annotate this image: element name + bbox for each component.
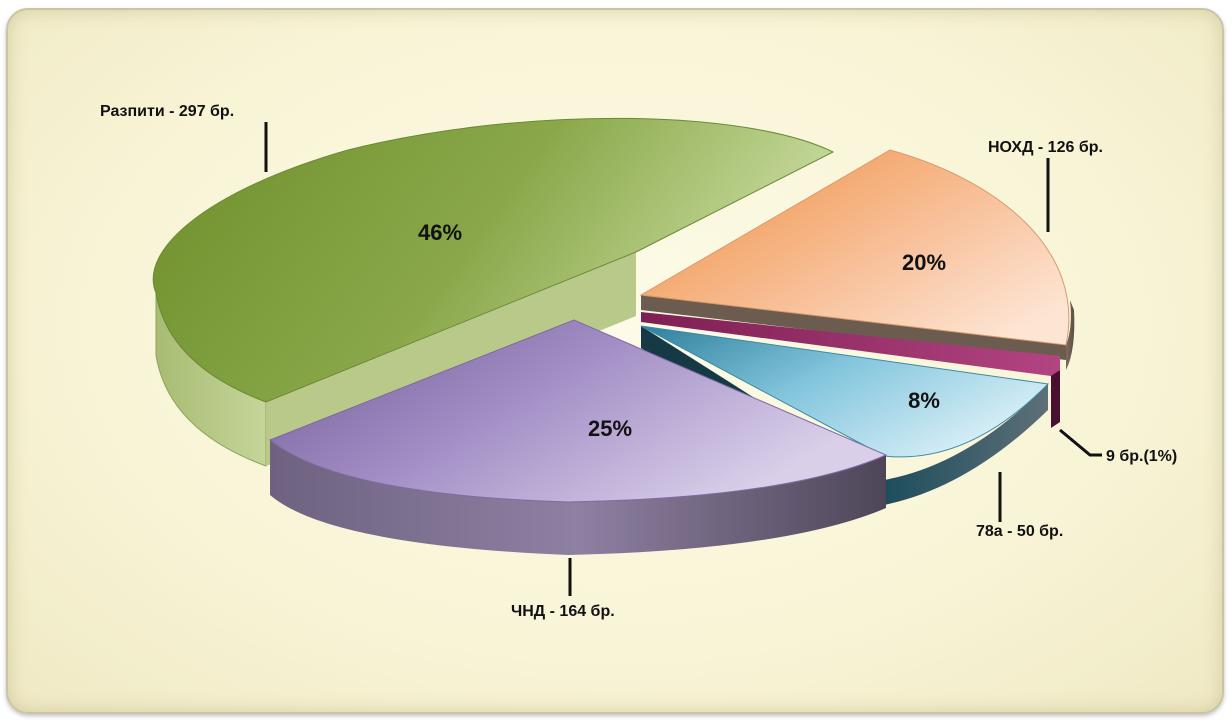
slice-side-nohd	[1066, 300, 1075, 370]
category-label-nohd: НОХД - 126 бр.	[988, 139, 1103, 156]
category-label-razpiti: Разпити - 297 бр.	[100, 103, 234, 120]
pct-label-chnd: 25%	[588, 416, 632, 441]
pie-chart: 46% 20% 8% 25% Разпити - 297 бр. НОХД - …	[100, 103, 1177, 620]
pct-label-razpiti: 46%	[418, 220, 462, 245]
slice-side2-78a	[884, 384, 1048, 505]
slice-razpiti	[152, 117, 835, 403]
pct-label-nohd: 20%	[902, 250, 946, 275]
chart-frame: 46% 20% 8% 25% Разпити - 297 бр. НОХД - …	[6, 8, 1224, 714]
slice-small	[641, 312, 1060, 376]
slice-edge-nohd	[641, 295, 1066, 360]
category-label-chnd: ЧНД - 164 бр.	[511, 603, 615, 620]
slice-side-small	[1051, 370, 1060, 428]
slice-78a	[640, 325, 1050, 458]
leader-small	[1059, 428, 1102, 457]
slice-chnd	[269, 319, 888, 503]
slice-nohd	[639, 149, 1070, 346]
category-label-small: 9 бр.(1%)	[1106, 448, 1177, 465]
slice-side-chnd	[270, 440, 886, 555]
category-label-78a: 78а - 50 бр.	[976, 523, 1063, 540]
pct-label-78a: 8%	[908, 388, 940, 413]
